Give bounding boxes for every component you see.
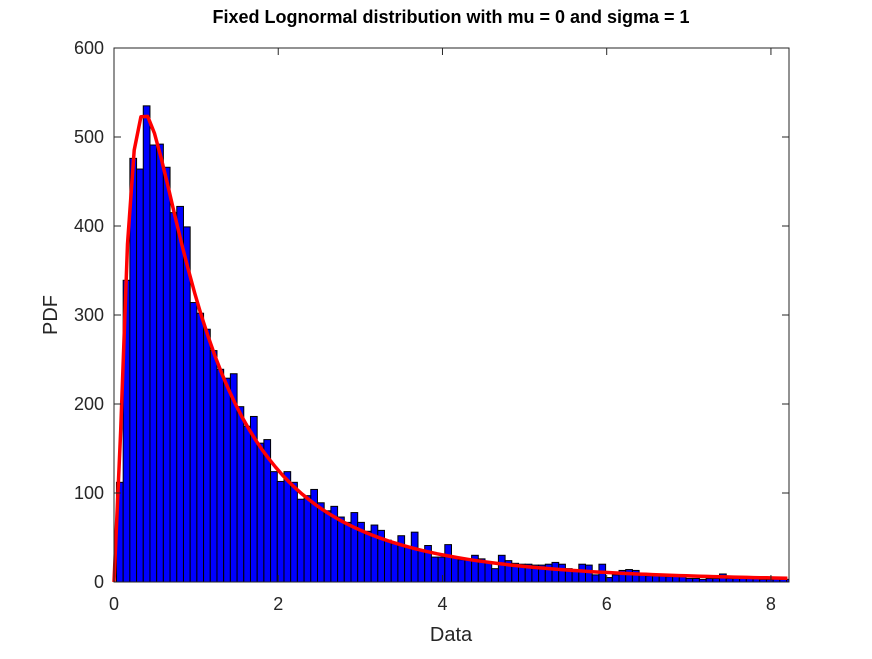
y-tick-label: 0	[94, 572, 104, 592]
histogram-bar	[129, 157, 138, 583]
histogram-bar	[437, 556, 446, 583]
histogram-bar	[196, 312, 205, 583]
chart-title: Fixed Lognormal distribution with mu = 0…	[212, 7, 689, 27]
histogram-bar	[585, 564, 593, 583]
histogram-bar	[430, 556, 439, 583]
histogram-bar	[209, 350, 218, 583]
histogram-bar	[189, 302, 198, 583]
y-tick-label: 500	[74, 127, 104, 147]
histogram-bar	[182, 226, 191, 583]
histogram-bar	[591, 574, 600, 583]
histogram-bar	[491, 568, 499, 583]
histogram-bar	[156, 143, 164, 583]
histogram-bar	[652, 575, 660, 583]
histogram-bar	[725, 577, 734, 583]
histogram-bar	[451, 557, 459, 583]
x-tick-label: 6	[602, 594, 612, 614]
histogram-bar	[611, 574, 620, 583]
histogram-bar	[645, 575, 654, 583]
x-axis-ticks: 0 2 4 6 8	[109, 48, 776, 614]
histogram-bar	[290, 481, 298, 583]
histogram-bar	[444, 544, 452, 583]
histogram-bar	[236, 406, 245, 583]
histogram-bar	[390, 543, 399, 583]
y-axis-label: PDF	[40, 295, 62, 335]
histogram-bar	[323, 510, 332, 583]
histogram-bar	[270, 471, 278, 583]
histogram-bar	[203, 328, 211, 583]
histogram-bar	[136, 168, 144, 583]
histogram-bar	[551, 561, 560, 583]
histogram-bar	[149, 144, 158, 583]
histogram-bar	[216, 368, 225, 583]
y-tick-label: 300	[74, 305, 104, 325]
x-tick-label: 8	[766, 594, 776, 614]
histogram-bar	[276, 480, 285, 583]
histogram-bar	[558, 563, 566, 583]
histogram-bar	[243, 425, 251, 583]
histogram-bar	[223, 377, 231, 583]
y-tick-label: 200	[74, 394, 104, 414]
x-tick-label: 4	[437, 594, 447, 614]
histogram-bar	[283, 471, 292, 583]
histogram-bar	[712, 577, 721, 583]
histogram-bar	[692, 577, 700, 583]
histogram-bar	[176, 205, 184, 583]
histogram-bar	[410, 531, 419, 583]
histogram-bar	[705, 577, 714, 583]
histogram-bar	[363, 530, 372, 583]
histogram-bar	[685, 577, 694, 583]
histogram-bar	[303, 495, 312, 583]
x-tick-label: 0	[109, 594, 119, 614]
histogram-bar	[337, 516, 345, 583]
histogram-bar	[343, 521, 352, 583]
histogram-bar	[417, 549, 426, 583]
x-axis-label: Data	[430, 624, 473, 646]
histogram-bar	[457, 559, 466, 583]
histogram-bar	[350, 512, 359, 583]
y-axis-ticks: 0 100 200 300 400 500 600	[74, 38, 789, 592]
y-tick-label: 600	[74, 38, 104, 58]
histogram-bar	[256, 442, 265, 583]
histogram-bar	[142, 105, 151, 583]
histogram-bar	[404, 545, 412, 583]
histogram-bar	[625, 569, 633, 583]
histogram-bar	[316, 502, 325, 583]
histogram-bar	[383, 539, 392, 583]
histogram-bar	[665, 576, 674, 583]
histogram-bar	[578, 563, 587, 583]
lognormal-fit-curve	[112, 114, 788, 583]
histogram-bars	[115, 105, 790, 583]
histogram-bar	[484, 561, 493, 583]
histogram-bar	[497, 554, 506, 583]
histogram-bar	[162, 166, 171, 583]
x-tick-label: 2	[273, 594, 283, 614]
histogram-bar	[169, 212, 178, 583]
histogram-bar	[464, 559, 473, 583]
y-tick-label: 100	[74, 483, 104, 503]
y-tick-label: 400	[74, 216, 104, 236]
histogram-bar	[296, 498, 305, 583]
